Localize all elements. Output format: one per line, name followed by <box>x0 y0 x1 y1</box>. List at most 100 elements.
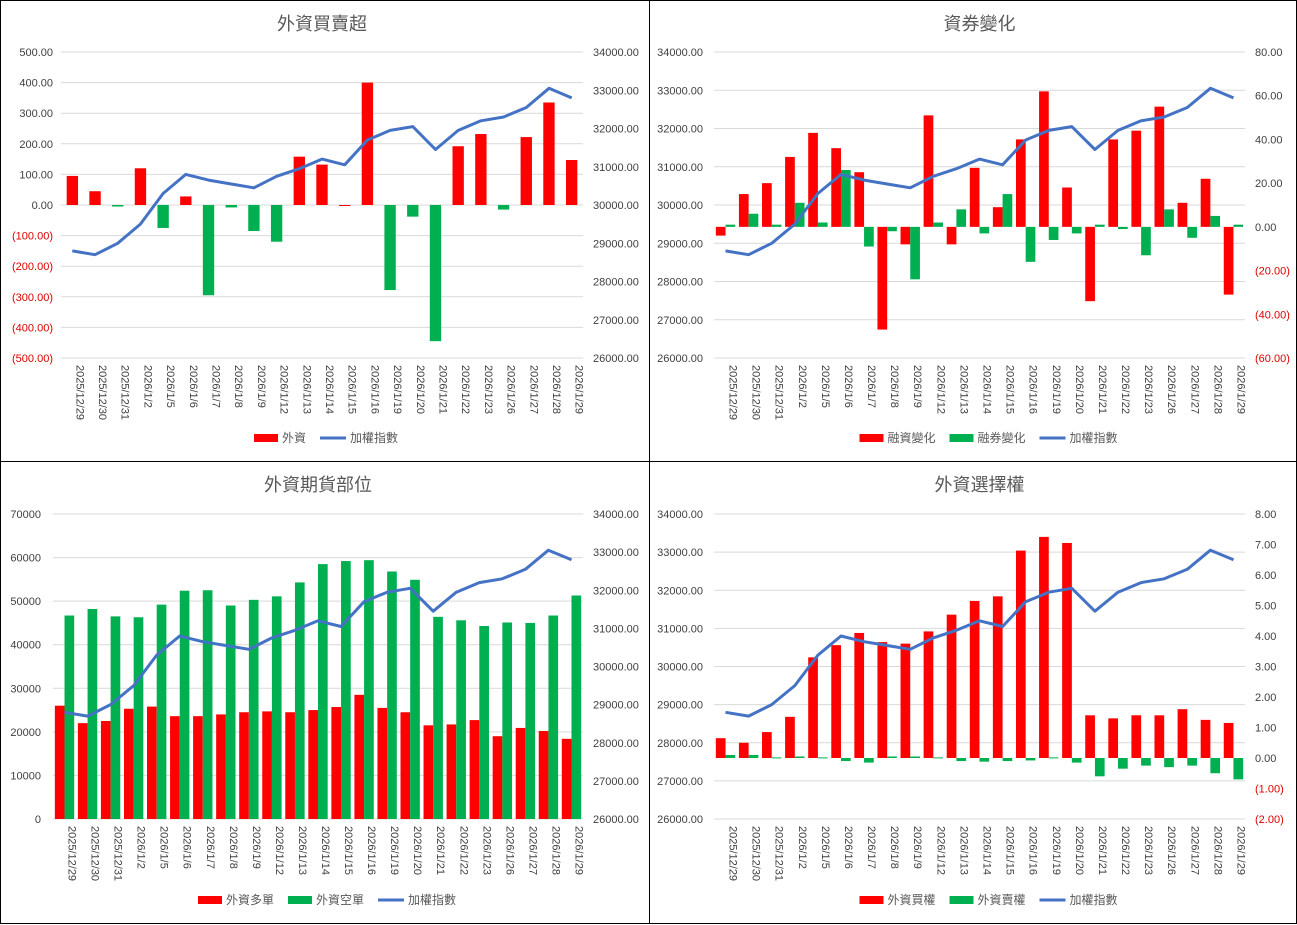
left-axis-tick: 31000.00 <box>657 623 703 635</box>
legend-label: 外資空單 <box>316 893 364 907</box>
x-axis-tick: 2026/1/27 <box>1188 365 1200 414</box>
bar-外資買權-7 <box>877 642 888 758</box>
bar-外資多單-14 <box>377 707 388 819</box>
bar-外資空單-2 <box>110 616 121 819</box>
x-axis-tick: 2026/1/7 <box>210 365 222 408</box>
bar-外資空單-7 <box>225 605 236 819</box>
bar-外資空單-12 <box>341 561 351 819</box>
bar-融資變化-10 <box>946 226 957 245</box>
bar-融券變化-9 <box>933 222 944 227</box>
x-axis-tick: 2025/12/29 <box>66 826 78 881</box>
right-axis-tick: 28000.00 <box>593 738 639 750</box>
x-axis-tick: 2026/1/21 <box>1096 826 1108 875</box>
x-axis-tick: 2026/1/12 <box>273 826 285 875</box>
bar-外資空單-5 <box>179 590 190 819</box>
left-axis-tick: 33000.00 <box>657 85 703 97</box>
x-axis-tick: 2026/1/5 <box>819 826 831 869</box>
x-axis-tick: 2026/1/13 <box>957 365 969 414</box>
right-axis-tick: (40.00) <box>1255 309 1290 321</box>
bar-外資-17 <box>452 146 464 205</box>
bar-融資變化-8 <box>900 226 911 245</box>
bar-外資買權-20 <box>1177 709 1188 758</box>
bar-外資-8 <box>248 205 260 232</box>
bar-外資-1 <box>89 191 101 205</box>
index-line <box>725 548 1235 718</box>
bar-外資多單-5 <box>170 716 180 819</box>
bar-外資賣權-17 <box>1118 758 1128 769</box>
x-axis-tick: 2026/1/23 <box>480 826 492 875</box>
x-axis-tick: 2026/1/16 <box>365 826 377 875</box>
bar-外資買權-5 <box>831 645 841 758</box>
bar-外資賣權-6 <box>864 758 874 763</box>
bar-外資賣權-9 <box>933 757 944 759</box>
bar-外資空單-9 <box>271 596 282 819</box>
left-axis-tick: (300.00) <box>12 292 53 304</box>
right-axis-tick: 31000.00 <box>593 623 639 635</box>
x-axis-tick: 2026/1/26 <box>1165 365 1177 414</box>
right-axis-tick: 1.00 <box>1255 723 1276 735</box>
x-axis-tick: 2026/1/19 <box>388 826 400 875</box>
x-axis-tick: 2026/1/12 <box>934 826 946 875</box>
x-axis-tick: 2026/1/8 <box>888 365 900 408</box>
bar-外資賣權-10 <box>956 758 967 762</box>
x-axis-tick: 2026/1/22 <box>459 365 471 414</box>
bar-外資賣權-5 <box>840 758 851 762</box>
x-axis-tick: 2026/1/6 <box>181 826 193 869</box>
right-axis-tick: 34000.00 <box>593 47 639 59</box>
bar-融券變化-7 <box>887 226 897 232</box>
x-axis-tick: 2026/1/13 <box>300 365 312 414</box>
x-axis-tick: 2026/1/27 <box>526 826 538 875</box>
bar-外資賣權-21 <box>1210 758 1221 774</box>
bar-外資空單-18 <box>479 625 489 819</box>
bar-外資買權-2 <box>762 732 772 758</box>
bar-外資多單-18 <box>469 720 480 819</box>
x-axis-tick: 2026/1/28 <box>1211 365 1223 414</box>
legend-label: 加權指數 <box>1070 430 1118 445</box>
right-axis-tick: 29000.00 <box>593 700 639 712</box>
x-axis-tick: 2026/1/12 <box>934 365 946 414</box>
right-axis-tick: 8.00 <box>1255 509 1276 521</box>
bar-外資買權-16 <box>1085 715 1095 758</box>
x-axis-tick: 2025/12/29 <box>73 365 85 420</box>
bar-外資買權-0 <box>715 738 726 758</box>
bar-外資-7 <box>225 205 237 208</box>
bar-外資多單-8 <box>239 712 249 819</box>
bar-外資賣權-0 <box>725 754 736 758</box>
bar-外資-11 <box>316 164 328 205</box>
x-axis-tick: 2026/1/15 <box>342 826 354 875</box>
x-axis-tick: 2026/1/2 <box>796 826 808 869</box>
bar-融券變化-17 <box>1118 226 1128 230</box>
x-axis-tick: 2026/1/6 <box>187 365 199 408</box>
bar-外資多單-20 <box>515 727 526 819</box>
right-axis-tick: 26000.00 <box>593 814 639 826</box>
x-axis-tick: 2026/1/20 <box>1073 826 1085 875</box>
bar-外資空單-16 <box>433 616 443 819</box>
x-axis-tick: 2026/1/29 <box>573 365 585 414</box>
right-axis-tick: 4.00 <box>1255 631 1276 643</box>
x-axis-tick: 2026/1/15 <box>346 365 358 414</box>
bar-外資空單-15 <box>410 579 420 819</box>
left-axis-tick: 31000.00 <box>657 162 703 174</box>
legend-swatch <box>254 434 278 442</box>
x-axis-tick: 2026/1/2 <box>135 826 147 869</box>
legend-label: 加權指數 <box>1070 892 1118 907</box>
bar-融資變化-16 <box>1085 226 1095 302</box>
left-axis-tick: 200.00 <box>19 139 53 151</box>
x-axis-tick: 2026/1/5 <box>158 826 170 869</box>
x-axis-tick: 2026/1/19 <box>1050 365 1062 414</box>
x-axis-tick: 2026/1/29 <box>572 826 584 875</box>
x-axis-tick: 2026/1/29 <box>1234 365 1246 414</box>
bar-融資變化-18 <box>1131 130 1142 227</box>
bar-融券變化-21 <box>1210 215 1221 227</box>
bar-融資變化-3 <box>785 156 795 227</box>
x-axis-tick: 2026/1/26 <box>503 826 515 875</box>
bar-外資賣權-7 <box>887 756 897 758</box>
bar-外資買權-14 <box>1039 536 1049 758</box>
bar-融券變化-2 <box>771 224 782 227</box>
bar-融券變化-3 <box>794 202 805 227</box>
legend-swatch <box>859 434 884 442</box>
bar-外資賣權-12 <box>1002 758 1013 762</box>
x-axis-tick: 2026/1/21 <box>434 826 446 875</box>
x-axis-tick: 2026/1/15 <box>1004 826 1016 875</box>
bar-融資變化-11 <box>969 167 980 227</box>
